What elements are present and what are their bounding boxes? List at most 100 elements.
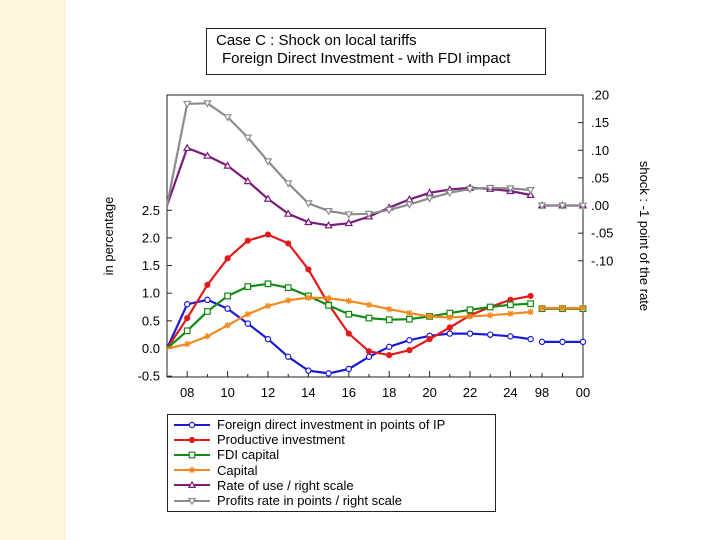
legend-swatch-marker xyxy=(188,466,196,474)
series-2-point xyxy=(264,231,272,238)
series-3-point xyxy=(466,306,474,314)
series-3-point xyxy=(264,280,272,288)
series-4-point xyxy=(285,297,292,304)
series-1-point xyxy=(365,353,373,360)
series-6-point xyxy=(223,114,232,122)
legend-swatch xyxy=(174,451,210,459)
series-6-point xyxy=(243,134,253,142)
series-4-point xyxy=(487,312,494,319)
legend-label: Foreign direct investment in points of I… xyxy=(217,417,446,433)
series-6-point xyxy=(558,202,567,210)
chart-subtitle: Foreign Direct Investment - with FDI imp… xyxy=(222,50,511,67)
series-3-point xyxy=(204,308,211,315)
series-4-point xyxy=(244,311,251,318)
series-4-point xyxy=(264,302,272,310)
series-5-point xyxy=(182,143,192,152)
series-1-point xyxy=(579,338,587,346)
series-6-line xyxy=(165,102,531,216)
series-5-point xyxy=(526,190,535,199)
series-2-line xyxy=(166,233,531,357)
legend-label: Productive investment xyxy=(217,432,345,448)
series-6-point xyxy=(182,100,192,109)
series-3-point xyxy=(345,310,353,318)
legend-swatch-marker xyxy=(188,451,196,459)
series-3-point xyxy=(527,300,534,308)
series-6-point xyxy=(304,200,313,208)
legend-item: Rate of use / right scale xyxy=(172,478,495,493)
series-4-point xyxy=(538,304,546,312)
series-2-point xyxy=(345,330,352,337)
series-6-point xyxy=(445,189,455,198)
series-6-point xyxy=(283,180,293,188)
series-4-point xyxy=(426,313,433,320)
series-3-point xyxy=(507,301,514,309)
series-2-point xyxy=(224,255,231,262)
legend-item: Foreign direct investment in points of I… xyxy=(172,417,495,432)
series-5-point xyxy=(425,188,434,196)
y-left-tick-label: 0.0 xyxy=(142,341,160,356)
x-tick-label: 14 xyxy=(301,385,315,400)
series-6-point xyxy=(384,206,394,215)
series-4-point xyxy=(345,297,352,305)
series-3-point xyxy=(244,283,252,290)
y-right-tick-label: .20 xyxy=(591,88,609,103)
series-2-point xyxy=(204,281,211,289)
y-left-tick-label: 1.5 xyxy=(142,258,160,273)
series-6-point xyxy=(344,211,354,219)
series-4-point xyxy=(527,308,534,316)
series-3-point xyxy=(486,303,494,311)
y-left-tick-label: 2.0 xyxy=(142,230,160,245)
legend-swatch-marker xyxy=(187,497,197,505)
x-tick-label: 98 xyxy=(535,385,549,400)
y-left-axis-title: in percentage xyxy=(101,197,116,276)
series-3-point xyxy=(365,314,373,322)
series-2-point xyxy=(426,335,433,343)
x-tick-label: 08 xyxy=(180,385,194,400)
series-5-point xyxy=(203,151,212,159)
legend-swatch xyxy=(174,480,210,489)
series-3-point xyxy=(284,284,292,292)
series-1-point xyxy=(305,367,312,374)
series-1-point xyxy=(183,301,191,308)
series-4-point xyxy=(204,333,211,340)
series-4-point xyxy=(559,304,566,312)
series-5-group xyxy=(165,143,588,229)
series-3-point xyxy=(183,327,191,335)
y-left-tick-label: 0.5 xyxy=(142,313,160,328)
legend-label: Rate of use / right scale xyxy=(217,477,354,493)
legend-swatch xyxy=(174,466,210,474)
series-1-point xyxy=(386,343,393,351)
series-6-group xyxy=(165,100,588,219)
series-5-point xyxy=(324,220,333,229)
y-left-tick-label: -0.5 xyxy=(138,369,160,384)
series-2-point xyxy=(285,240,292,247)
series-1-point xyxy=(224,305,231,312)
series-3-point xyxy=(325,301,332,309)
series-1-point xyxy=(487,331,494,338)
y-right-tick-label: .05 xyxy=(591,170,609,185)
chart-legend: Foreign direct investment in points of I… xyxy=(167,414,496,512)
series-4-point xyxy=(365,301,373,309)
legend-swatch xyxy=(174,436,210,443)
series-6-point xyxy=(506,185,515,193)
series-6-point xyxy=(364,210,374,219)
series-1-point xyxy=(527,335,534,343)
series-5-point xyxy=(223,161,232,169)
legend-label: Profits rate in points / right scale xyxy=(217,493,402,509)
series-4-point xyxy=(386,306,393,313)
series-1-point xyxy=(466,330,474,337)
series-2-point xyxy=(365,348,373,355)
series-6-point xyxy=(425,195,434,203)
series-2-point xyxy=(305,266,312,273)
y-right-tick-label: .15 xyxy=(591,115,609,130)
series-2-point xyxy=(244,237,251,244)
series-6-point xyxy=(485,184,495,193)
legend-swatch xyxy=(174,421,210,428)
series-4-point xyxy=(507,310,514,317)
series-5-point xyxy=(263,194,273,202)
legend-swatch xyxy=(174,497,210,505)
x-tick-label: 12 xyxy=(261,385,275,400)
series-6-point xyxy=(263,158,273,166)
y-left-tick-label: 1.0 xyxy=(142,286,160,301)
x-tick-label: 10 xyxy=(220,385,234,400)
